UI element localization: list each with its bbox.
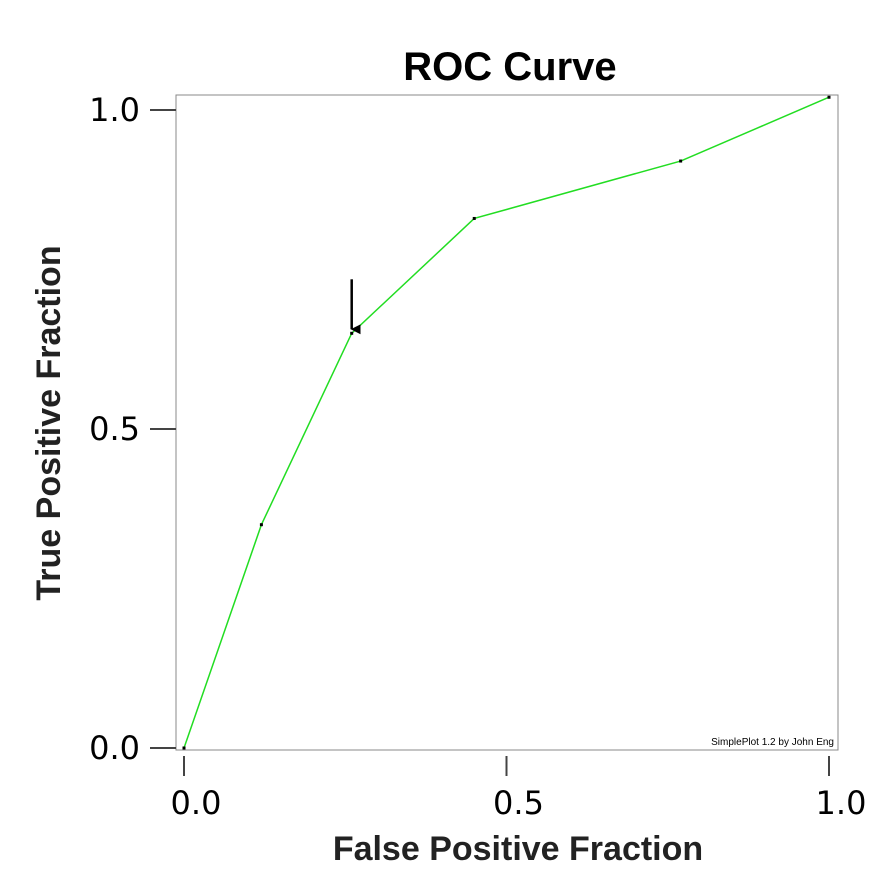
- chart-title: ROC Curve: [403, 45, 616, 89]
- x-axis-label: False Positive Fraction: [333, 830, 703, 868]
- roc-data-point: [259, 523, 263, 527]
- plot-credit: SimplePlot 1.2 by John Eng: [711, 737, 834, 748]
- roc-series-line: [183, 96, 830, 749]
- roc-data-point: [182, 746, 186, 750]
- series-layer: [182, 95, 831, 750]
- y-tick-label: 1.0: [89, 91, 140, 129]
- roc-data-point: [472, 216, 476, 220]
- x-tick-label: 1.0: [816, 784, 867, 822]
- x-axis: 0.0 0.5 1.0: [171, 749, 867, 822]
- plot-area: [175, 94, 839, 751]
- x-tick-label: 0.0: [171, 784, 222, 822]
- y-tick-label: 0.0: [89, 729, 140, 767]
- roc-data-point: [827, 95, 831, 99]
- roc-data-point: [350, 331, 354, 335]
- y-axis: 0.0 0.5 1.0: [89, 91, 177, 767]
- y-tick-label: 0.5: [89, 410, 140, 448]
- y-axis-label: True Positive Fraction: [30, 245, 68, 600]
- x-tick-label: 0.5: [493, 784, 544, 822]
- roc-data-point: [679, 159, 683, 163]
